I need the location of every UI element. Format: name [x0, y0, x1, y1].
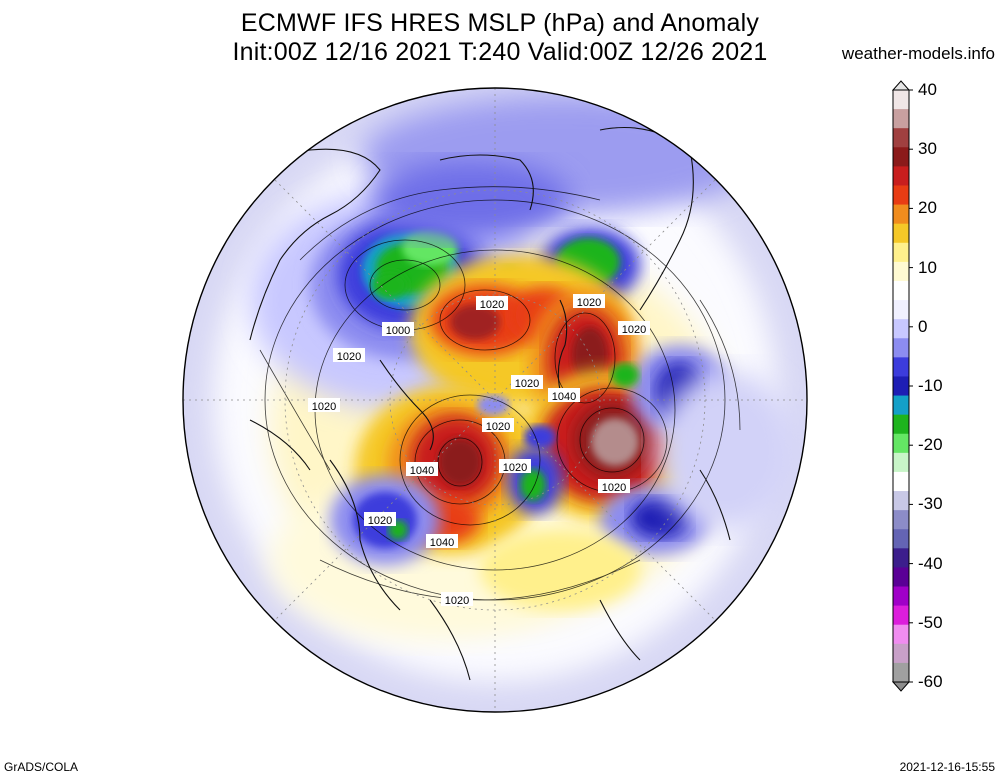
colorbar-tick-label: 0 — [918, 316, 928, 336]
colorbar-tick-label: -40 — [918, 553, 943, 573]
colorbar-max-arrow — [891, 80, 911, 91]
colorbar-swatch — [893, 643, 909, 664]
colorbar-swatch — [893, 280, 909, 301]
colorbar-tick-label: 30 — [918, 139, 937, 159]
title-line-2: Init:00Z 12/16 2021 T:240 Valid:00Z 12/2… — [232, 38, 768, 66]
colorbar-swatch — [893, 548, 909, 568]
colorbar-swatch — [893, 529, 909, 549]
isobar-label: 1020 — [515, 378, 539, 390]
site-credit: weather-models.info — [841, 44, 995, 63]
anomaly-high-russia — [520, 370, 690, 520]
isobar-label: 1040 — [410, 465, 434, 477]
isobar-label: 1040 — [430, 537, 454, 549]
colorbar-swatch — [893, 185, 909, 206]
title-line-1: ECMWF IFS HRES MSLP (hPa) and Anomaly — [240, 9, 760, 37]
isobar-label: 1020 — [577, 297, 601, 309]
colorbar-swatch — [893, 223, 909, 244]
colorbar-swatch — [893, 586, 909, 607]
colorbar-tick-label: 10 — [918, 257, 937, 277]
colorbar-swatch — [893, 624, 909, 645]
colorbar-min-arrow — [891, 681, 911, 692]
colorbar-swatch — [893, 300, 909, 320]
colorbar-tick-label: 40 — [918, 80, 937, 99]
colorbar-tick-label: -30 — [918, 494, 943, 514]
footer-software: GrADS/COLA — [4, 760, 79, 774]
colorbar-swatch — [893, 90, 909, 110]
isobar-label: 1020 — [445, 595, 469, 607]
colorbar-swatch — [893, 109, 909, 129]
isobar-label: 1020 — [622, 324, 646, 336]
colorbar-swatch — [893, 128, 909, 148]
colorbar-swatch — [893, 357, 909, 377]
isobar-label: 1040 — [552, 391, 576, 403]
colorbar-swatch — [893, 376, 909, 397]
colorbar-swatch — [893, 261, 909, 282]
colorbar-swatch — [893, 662, 909, 683]
colorbar-swatch — [893, 242, 909, 263]
isobar-label: 1020 — [312, 401, 336, 413]
colorbar-swatch — [893, 338, 909, 358]
isobar-label: 1020 — [480, 299, 504, 311]
colorbar-swatch — [893, 319, 909, 339]
colorbar-swatch — [893, 395, 909, 416]
colorbar-tick-label: -60 — [918, 672, 943, 691]
colorbar-swatch — [893, 166, 909, 186]
isobar-labels: 1020 1000 1020 1020 1020 1020 1020 1040 … — [308, 294, 650, 607]
colorbar-tick-label: -10 — [918, 376, 943, 395]
colorbar-swatch — [893, 471, 909, 492]
colorbar-swatch — [893, 452, 909, 473]
colorbar-swatch — [893, 491, 909, 511]
footer-timestamp: 2021-12-16-15:55 — [899, 760, 995, 774]
isobar-label: 1020 — [337, 351, 361, 363]
colorbar-swatch — [893, 414, 909, 435]
map-border — [182, 87, 808, 713]
isobar-label: 1020 — [368, 515, 392, 527]
colorbar-swatch — [893, 433, 909, 454]
colorbar-tick-label: -50 — [918, 612, 943, 632]
isobar-label: 1020 — [503, 462, 527, 474]
isobar-label: 1000 — [386, 325, 410, 337]
colorbar-tick-label: 20 — [918, 198, 937, 218]
graticule — [183, 88, 807, 712]
colorbar — [891, 80, 913, 692]
colorbar-swatch — [893, 605, 909, 626]
colorbar-swatch — [893, 204, 909, 225]
colorbar-tick-label: -20 — [918, 435, 943, 455]
colorbar-swatch — [893, 147, 909, 167]
isobar-label: 1020 — [602, 482, 626, 494]
anomaly-field: 1020 1000 1020 1020 1020 1020 1020 1040 … — [183, 88, 807, 712]
isobar-label: 1020 — [486, 421, 510, 433]
colorbar-swatch — [893, 567, 909, 588]
colorbar-swatch — [893, 510, 909, 530]
